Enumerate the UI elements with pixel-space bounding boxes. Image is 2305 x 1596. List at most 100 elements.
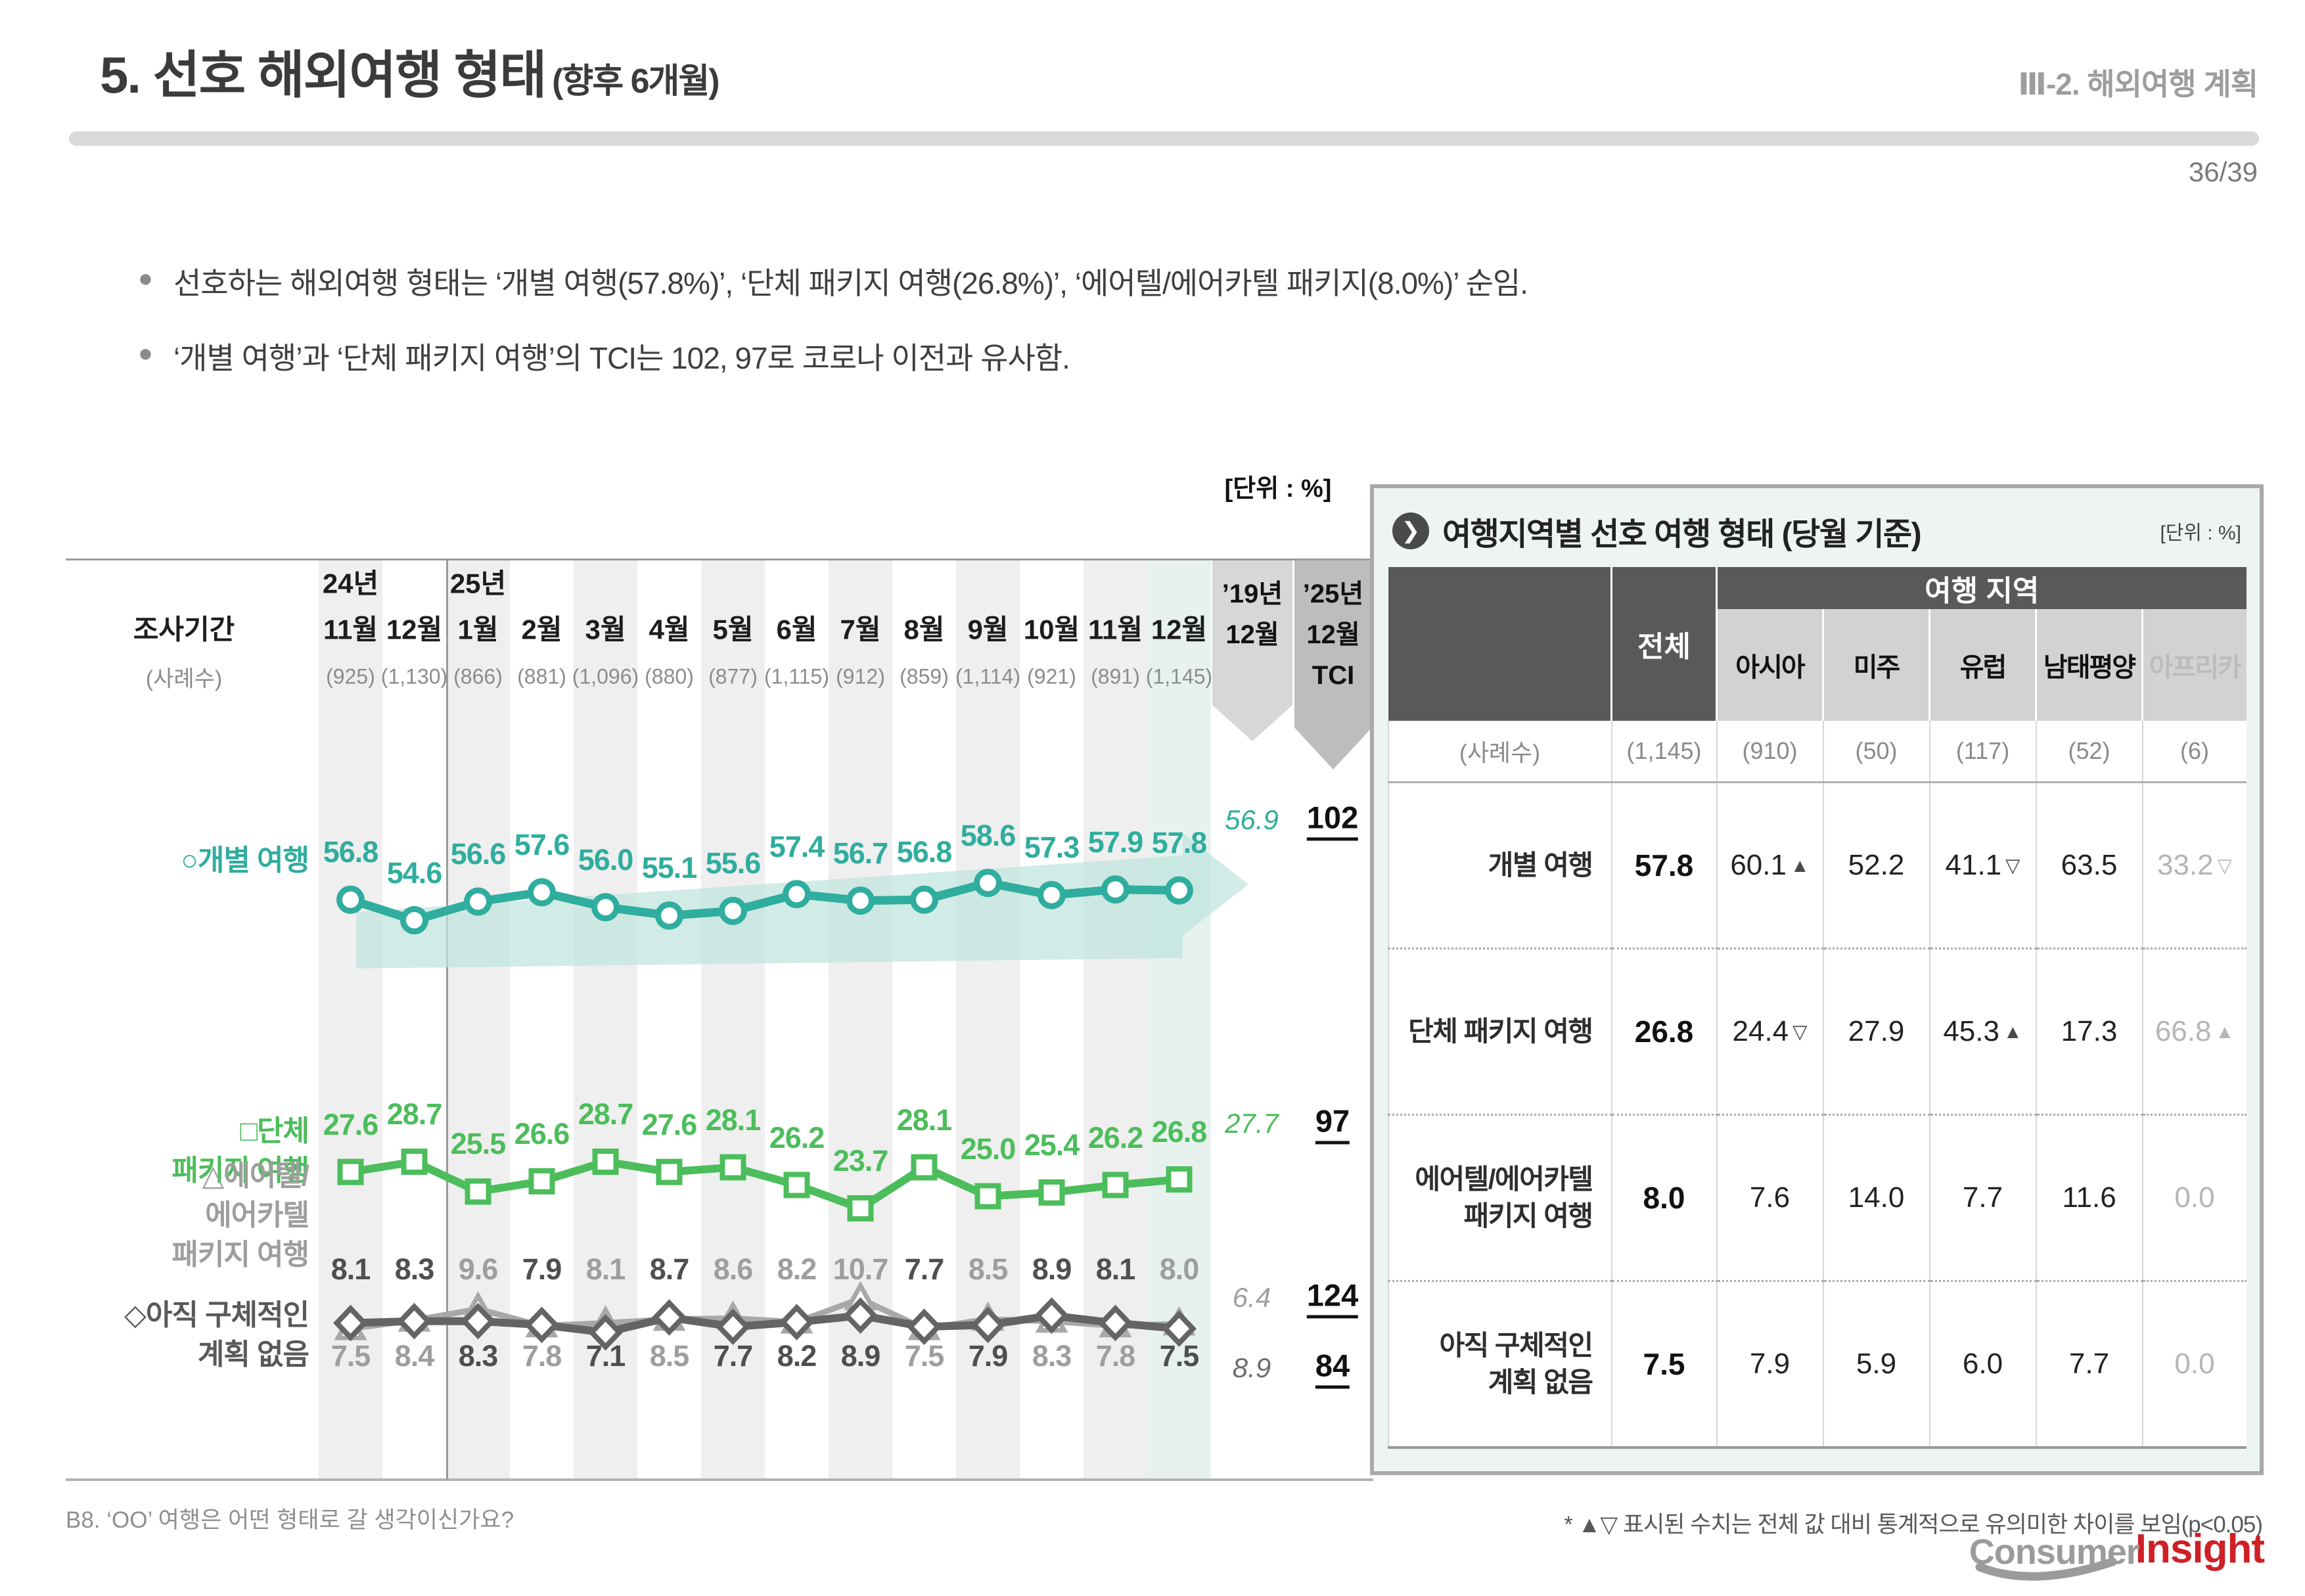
table-corner-cell — [1388, 567, 1612, 721]
row-label: 에어텔/에어카텔 패키지 여행 — [1387, 1114, 1612, 1281]
chart-unit-label: [단위 : %] — [1224, 475, 1332, 503]
gray-bottom-value-label: 8.9 — [840, 1339, 881, 1373]
year-label: 25년 — [449, 568, 507, 599]
individual-value-label: 58.6 — [960, 818, 1016, 852]
individual-marker — [910, 885, 938, 914]
gray-top-value-label: 8.6 — [713, 1252, 754, 1286]
gray-bottom-value-label: 7.5 — [1159, 1339, 1200, 1373]
logo-consumer-text: Consumer — [1969, 1532, 2140, 1581]
tci-column-ribbon: ’25년 12월 TCI — [1294, 560, 1372, 769]
sig-down-icon: ▽ — [2005, 855, 2020, 877]
individual-marker — [719, 896, 747, 925]
month-sample-size: (880) — [645, 664, 694, 689]
group-package-value-label: 23.7 — [833, 1143, 889, 1177]
individual-value-label: 54.6 — [386, 855, 443, 890]
individual-marker — [974, 869, 1002, 898]
page-title-suffix: (향후 6개월) — [552, 62, 719, 101]
gray-bottom-value-label: 7.1 — [585, 1339, 626, 1373]
group-package-value-label: 25.4 — [1024, 1128, 1080, 1162]
individual-marker — [783, 880, 811, 909]
month-sample-size: (859) — [900, 664, 949, 689]
month-label: 12월 — [386, 614, 443, 645]
region-value: 60.1 ▲ — [1716, 782, 1823, 949]
individual-marker — [591, 893, 620, 922]
gray-top-value-label: 10.7 — [833, 1252, 889, 1286]
group-package-value-label: 25.5 — [450, 1127, 507, 1161]
no-plan-marker — [842, 1297, 879, 1334]
no-plan-marker — [460, 1302, 496, 1340]
region-value: 66.8 ▲ — [2141, 947, 2247, 1115]
sig-down-icon: ▽ — [1792, 1022, 1808, 1043]
group-package-value-label: 25.0 — [960, 1131, 1016, 1166]
month-sample-size: (921) — [1027, 664, 1076, 689]
no-plan-marker — [715, 1308, 751, 1346]
title-divider-bar — [69, 131, 2259, 146]
group-package-marker — [783, 1172, 810, 1198]
region-value: 52.2 — [1822, 782, 1930, 949]
total-column-header: 전체 — [1610, 567, 1717, 721]
year-label: 24년 — [322, 568, 379, 599]
bullet-text: ‘개별 여행’과 ‘단체 패키지 여행’의 TCI는 102, 97로 코로나 … — [173, 341, 1070, 375]
no-plan-marker — [332, 1304, 369, 1342]
individual-value-label: 55.1 — [641, 851, 698, 885]
total-value: 57.8 — [1610, 782, 1717, 949]
chevron-circle-icon: ❯ — [1392, 513, 1429, 549]
month-label: 12월 — [1151, 614, 1208, 645]
individual-value-label: 57.8 — [1151, 826, 1208, 860]
significance-footnote: * ▲▽ 표시된 수치는 전체 값 대비 통계적으로 유의미한 차이를 보임(p… — [1564, 1512, 2263, 1538]
month-sample-size: (891) — [1091, 664, 1140, 689]
individual-value-label: 57.3 — [1024, 831, 1080, 865]
individual-tci-value: 102 — [1306, 800, 1359, 841]
page-title: 5. 선호 해외여행 형태 (향후 6개월) — [100, 34, 720, 108]
gray-bottom-value-label: 8.5 — [649, 1339, 690, 1373]
region-value: 7.9 — [1716, 1280, 1823, 1449]
page-number: 36/39 — [2188, 156, 2258, 187]
individual-ref-value: 56.9 — [1225, 804, 1279, 835]
year-separator-line — [446, 560, 448, 1480]
group-package-marker — [656, 1158, 683, 1185]
sample-size-value: (117) — [1928, 721, 2036, 783]
month-label: 1월 — [457, 614, 499, 645]
gray-bottom-value-label: 8.4 — [394, 1339, 435, 1373]
region-header-5: 아프리카 — [2141, 609, 2247, 721]
airtel-tci-value: 124 — [1306, 1277, 1359, 1319]
region-header-1: 아시아 — [1716, 609, 1823, 721]
group-package-value-label: 27.6 — [323, 1107, 379, 1141]
region-table: 전체 여행 지역 아시아 미주 유럽 남태평양 아프리카 (사례수) (1,145) (910)(… — [1387, 567, 2247, 1449]
individual-marker — [400, 906, 428, 935]
region-value: 41.1 ▽ — [1928, 782, 2036, 949]
region-value: 33.2 ▽ — [2141, 782, 2247, 949]
airtel-legend: △에어텔/ 에어카텔 패키지 여행 — [171, 1160, 309, 1271]
total-value: 8.0 — [1610, 1114, 1717, 1281]
gray-top-value-label: 7.7 — [904, 1252, 945, 1286]
group-package-legend: □단체 패키지 여행 — [171, 1115, 309, 1187]
month-label: 7월 — [840, 614, 881, 645]
individual-marker — [336, 885, 365, 914]
month-sample-size: (1,115) — [764, 664, 830, 689]
group-package-value-label: 28.1 — [705, 1103, 762, 1137]
sample-size-label: (사례수) — [1387, 721, 1612, 783]
no-plan-marker — [396, 1302, 432, 1340]
summary-bullets: ● 선호하는 해외여행 형태는 ‘개별 여행(57.8%)’, ‘단체 패키지 … — [138, 260, 2109, 409]
month-label: 10월 — [1023, 614, 1080, 645]
no-plan-marker — [779, 1304, 815, 1340]
no-plan-tci-value: 84 — [1315, 1348, 1350, 1389]
individual-legend: ○개별 여행 — [181, 844, 309, 877]
region-value: 14.0 — [1822, 1114, 1930, 1281]
individual-marker — [846, 886, 875, 915]
gray-top-value-label: 8.2 — [777, 1252, 817, 1286]
region-header-4: 남태평양 — [2035, 609, 2143, 721]
group-package-marker — [847, 1195, 874, 1221]
breadcrumb: Ⅲ-2. 해외여행 계획 — [2018, 67, 2258, 101]
region-header-3: 유럽 — [1928, 609, 2036, 721]
individual-value-label: 57.4 — [769, 829, 825, 863]
sample-size-value: (52) — [2035, 721, 2143, 783]
gray-top-value-label: 8.0 — [1159, 1252, 1200, 1286]
month-label: 4월 — [649, 614, 690, 645]
table-row: 아직 구체적인 계획 없음 7.5 7.9 5.9 6.0 7.7 0.0 — [1387, 1280, 2247, 1449]
individual-marker — [1101, 875, 1130, 904]
individual-marker — [655, 901, 683, 930]
panel-unit-label: [단위 : %] — [2160, 522, 2241, 544]
sample-size-value: (50) — [1822, 721, 1930, 783]
gray-bottom-value-label: 7.7 — [713, 1339, 754, 1373]
